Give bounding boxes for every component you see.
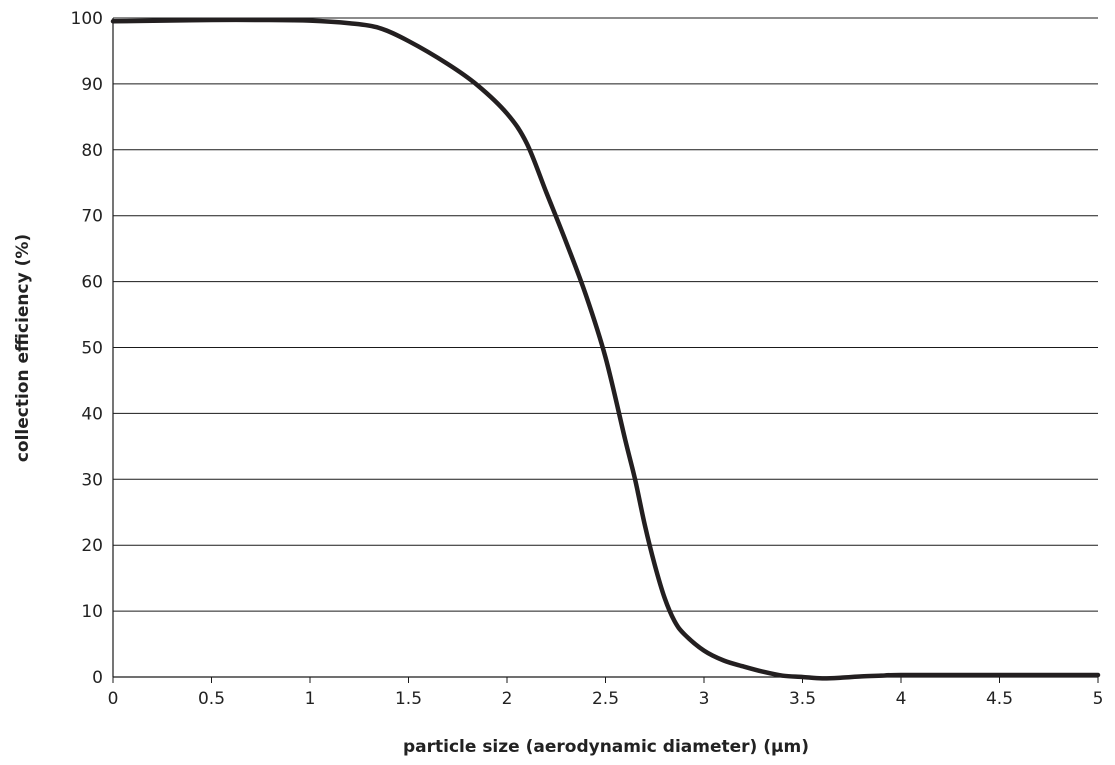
y-tick-label: 30 bbox=[81, 470, 103, 490]
y-tick-label: 20 bbox=[81, 536, 103, 556]
y-tick-label: 90 bbox=[81, 75, 103, 95]
series-layer bbox=[110, 17, 1101, 681]
y-tick-label: 50 bbox=[81, 339, 103, 359]
tick-layer: 0 10 20 30 40 50 60 70 80 90 100 0 0.5 1 1.5 2 2.5 3 3.5 4 4… bbox=[71, 9, 1104, 709]
series-line bbox=[110, 17, 1101, 681]
x-tick-label: 4 bbox=[896, 689, 907, 709]
grid-layer bbox=[113, 17, 1098, 612]
y-tick-label: 70 bbox=[81, 207, 103, 227]
x-tick-label: 0 bbox=[108, 689, 119, 709]
y-tick-label: 0 bbox=[92, 668, 103, 688]
x-tick-label: 4.5 bbox=[986, 689, 1013, 709]
y-tick-label: 80 bbox=[81, 141, 103, 161]
x-tick-label: 1 bbox=[305, 689, 316, 709]
y-tick-label: 100 bbox=[71, 9, 103, 29]
y-tick-label: 40 bbox=[81, 404, 103, 424]
x-tick-label: 0.5 bbox=[198, 689, 225, 709]
x-tick-label: 5 bbox=[1093, 689, 1104, 709]
y-tick-label: 60 bbox=[81, 273, 103, 293]
x-tick-label: 1.5 bbox=[395, 689, 422, 709]
x-axis-title: particle size (aerodynamic diameter) (μm… bbox=[403, 737, 809, 757]
y-tick-label: 10 bbox=[81, 602, 103, 622]
x-tick-label: 3.5 bbox=[789, 689, 816, 709]
x-tick-label: 2.5 bbox=[592, 689, 619, 709]
x-tick-label: 3 bbox=[699, 689, 710, 709]
x-tick-label: 2 bbox=[502, 689, 513, 709]
y-axis-title: collection efficiency (%) bbox=[13, 234, 33, 462]
